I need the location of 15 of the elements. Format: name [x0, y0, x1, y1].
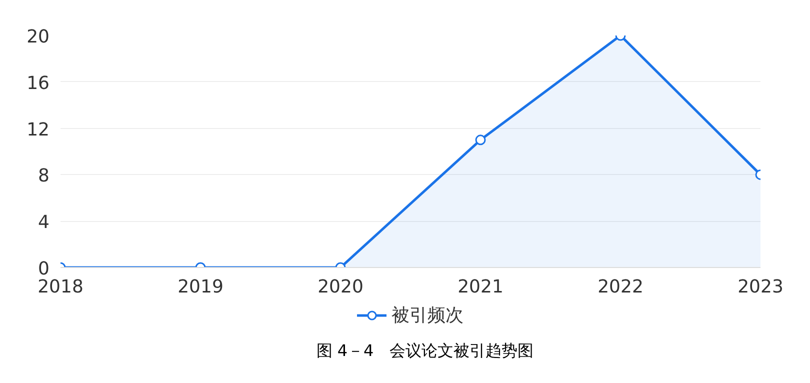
x-tick-label: 2022 [598, 276, 644, 298]
caption: 图 4－4 会议论文被引趋势图 [316, 340, 534, 362]
y-tick-label: 4 [38, 212, 50, 234]
x-tick-label: 2020 [318, 276, 364, 298]
y-tick-label: 16 [26, 72, 50, 94]
y-tick-label: 0 [38, 258, 50, 280]
x-tick-label: 2021 [458, 276, 504, 298]
point [475, 134, 486, 146]
x-tick-label: 2023 [738, 276, 784, 298]
x-tick-label: 2018 [38, 276, 84, 298]
y-tick-label: 8 [38, 166, 50, 187]
y-tick-label: 12 [26, 119, 50, 140]
y-tick-label: 20 [26, 26, 50, 48]
x-tick-label: 2019 [178, 276, 224, 298]
legend-label: 被引频次 [392, 304, 464, 327]
